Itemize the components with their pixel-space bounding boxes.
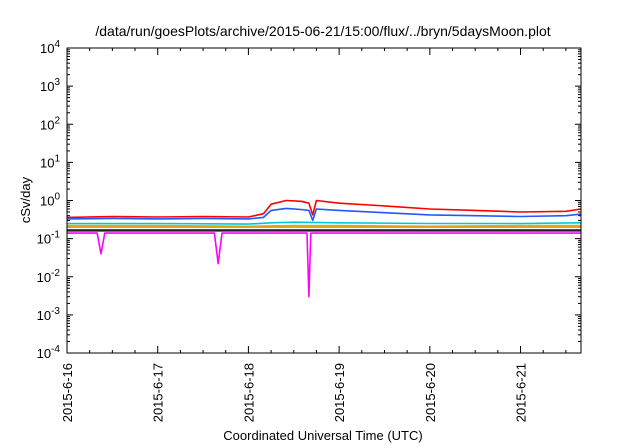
y-tick-label: 102: [40, 115, 60, 132]
x-axis-label: Coordinated Universal Time (UTC): [223, 428, 422, 443]
y-axis-ticks: 104 103 102 101 100 10-1 10-2 10-3 10-4: [37, 39, 581, 361]
x-tick-label: 2015-6-18: [241, 363, 256, 422]
x-axis-ticks: 2015-6-16 2015-6-17 2015-6-18 2015-6-19 2015…: [60, 48, 567, 422]
x-tick-label: 2015-6-17: [151, 363, 166, 422]
x-tick-label: 2015-6-19: [332, 363, 347, 422]
y-tick-label: 10-1: [37, 230, 61, 247]
x-tick-label: 2015-6-16: [60, 363, 75, 422]
series-line-1: [67, 199, 581, 219]
y-tick-label: 10-4: [37, 344, 61, 361]
x-tick-label: 2015-6-21: [514, 363, 529, 422]
series-line-3: [67, 221, 581, 225]
y-axis-label: cSv/day: [18, 176, 33, 223]
y-tick-label: 103: [40, 77, 60, 94]
y-tick-label: 10-3: [37, 306, 61, 323]
x-tick-label: 2015-6-20: [423, 363, 438, 422]
y-tick-label: 104: [40, 39, 60, 56]
plot-area-frame: [66, 47, 582, 354]
y-tick-label: 10-2: [37, 268, 61, 285]
series-line-8: [67, 232, 581, 298]
series-layer: [67, 199, 581, 298]
y-tick-label: 101: [40, 153, 60, 170]
series-line-2: [67, 207, 581, 222]
series-line-4: [67, 224, 581, 228]
y-tick-label: 100: [40, 192, 60, 209]
chart-title: /data/run/goesPlots/archive/2015-06-21/1…: [95, 23, 550, 39]
